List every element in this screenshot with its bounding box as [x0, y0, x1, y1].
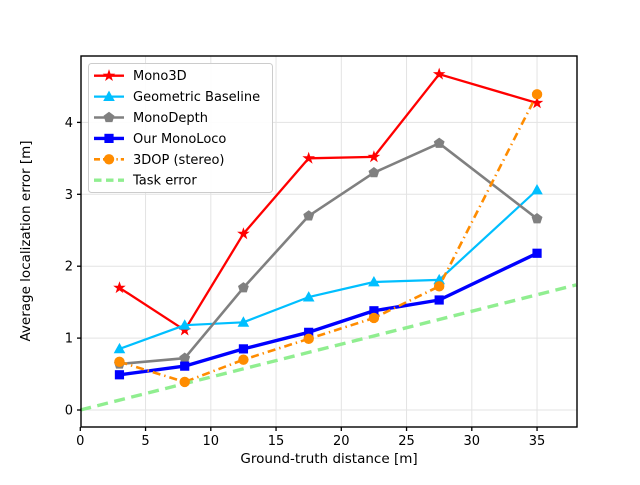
marker-our-monoloco: [369, 306, 379, 316]
y-tick-label-0: 0: [65, 404, 73, 419]
marker-mono3d: [302, 151, 315, 164]
y-axis-label: Average localization error [m]: [18, 140, 34, 341]
marker-monodepth: [433, 137, 445, 148]
series-markers: [113, 67, 544, 388]
axis-ticks: [77, 121, 538, 431]
x-axis-label: Ground-truth distance [m]: [240, 451, 417, 467]
legend-label-mono3d: Mono3D: [133, 69, 187, 84]
legend-item-mono3d: Mono3D: [94, 69, 187, 84]
marker-geometric-baseline: [302, 291, 315, 302]
tick-labels: 0 5 10 15 20 25 30 35 0 1 2 3 4: [65, 116, 546, 449]
legend-label-monodepth: MonoDepth: [133, 111, 208, 126]
marker-3dop-stereo: [531, 89, 543, 100]
legend-label-3dop-stereo: 3DOP (stereo): [133, 153, 225, 168]
legend-label-task-error: Task error: [132, 174, 197, 189]
marker-geometric-baseline: [531, 184, 543, 195]
marker-mono3d: [367, 150, 381, 163]
marker-monodepth: [303, 210, 315, 221]
marker-3dop-stereo: [368, 312, 380, 324]
legend-marker-geometric-baseline: [103, 90, 115, 101]
y-tick-label-2: 2: [65, 260, 73, 275]
marker-mono3d: [432, 67, 446, 80]
marker-geometric-baseline: [237, 316, 250, 327]
legend-label-geometric-baseline: Geometric Baseline: [133, 90, 260, 105]
marker-our-monoloco: [114, 370, 125, 380]
marker-geometric-baseline: [368, 276, 380, 287]
marker-monodepth: [368, 167, 380, 178]
legend-label-our-monoloco: Our MonoLoco: [133, 132, 226, 147]
legend-item-our-monoloco: Our MonoLoco: [94, 132, 226, 147]
marker-mono3d: [530, 96, 544, 109]
marker-geometric-baseline: [433, 273, 445, 285]
marker-our-monoloco: [238, 344, 249, 354]
marker-3dop-stereo: [433, 281, 445, 292]
legend: Mono3D Geometric Baseline MonoDepth Our Mon…: [88, 63, 273, 193]
y-tick-label-1: 1: [65, 332, 73, 347]
legend-marker-mono3d: [102, 69, 116, 81]
x-tick-label-30: 30: [464, 434, 481, 449]
marker-our-monoloco: [532, 248, 542, 258]
marker-our-monoloco: [434, 295, 444, 305]
marker-monodepth: [179, 352, 191, 363]
series-line-task-error: [79, 283, 577, 412]
marker-3dop-stereo: [303, 333, 314, 345]
legend-marker-3dop-stereo: [103, 154, 115, 165]
y-tick-label-4: 4: [65, 116, 73, 131]
plot-border: [80, 55, 578, 428]
marker-our-monoloco: [180, 361, 190, 371]
marker-geometric-baseline: [113, 342, 126, 354]
marker-our-monoloco: [304, 327, 314, 337]
marker-3dop-stereo: [114, 356, 125, 368]
marker-geometric-baseline: [178, 319, 191, 330]
legend-item-3dop-stereo: 3DOP (stereo): [94, 153, 225, 168]
legend-marker-monodepth: [103, 111, 115, 123]
x-tick-label-25: 25: [398, 434, 415, 449]
x-tick-label-15: 15: [268, 434, 285, 449]
legend-item-task-error: Task error: [94, 174, 197, 189]
legend-marker-our-monoloco: [104, 133, 114, 143]
marker-3dop-stereo: [179, 376, 190, 388]
marker-mono3d: [237, 227, 250, 240]
marker-3dop-stereo: [238, 354, 249, 365]
marker-monodepth: [238, 282, 249, 293]
legend-item-monodepth: MonoDepth: [94, 111, 208, 126]
marker-mono3d: [113, 281, 126, 294]
legend-box: [88, 63, 273, 193]
x-tick-label-0: 0: [76, 434, 84, 449]
y-tick-label-3: 3: [65, 188, 73, 203]
x-tick-label-20: 20: [333, 434, 350, 449]
x-tick-label-35: 35: [529, 434, 546, 449]
x-tick-label-5: 5: [141, 434, 149, 449]
legend-item-geometric-baseline: Geometric Baseline: [94, 90, 260, 105]
marker-monodepth: [531, 213, 543, 224]
x-tick-label-10: 10: [203, 434, 220, 449]
